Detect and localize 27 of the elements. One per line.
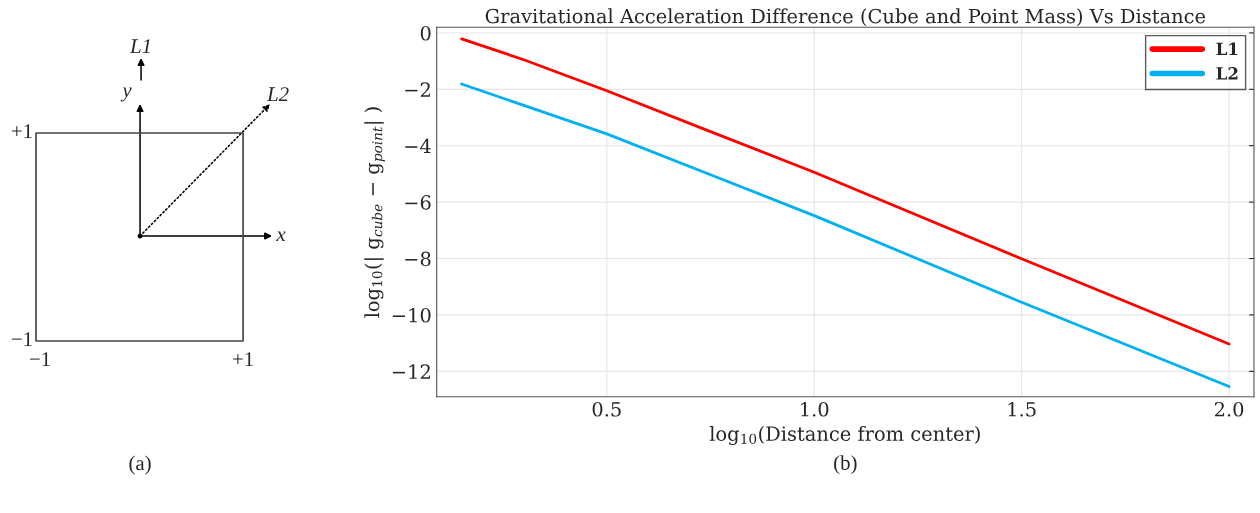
y-tick-label: −8 xyxy=(405,251,431,267)
x-tick-label: 1.5 xyxy=(1008,401,1036,417)
chart-title: Gravitational Acceleration Difference (Cube and Point Mass) Vs Distance xyxy=(485,8,1206,27)
x-tick-label: 0.5 xyxy=(592,401,621,417)
y-tick-label: −2 xyxy=(405,82,430,97)
text: L2 xyxy=(266,87,289,102)
legend-label: L2 xyxy=(1216,67,1238,80)
text: L1 xyxy=(129,39,150,54)
text: −1 xyxy=(11,332,32,347)
x-axis-title: log$_{10}$(Distance from center) xyxy=(709,425,980,446)
y-tick-label: −4 xyxy=(405,138,431,154)
y-axis-title: log$_{10}$(| g$_{cube}$ − g$_{point}$| ) xyxy=(364,107,385,318)
text: x xyxy=(276,231,286,242)
line-series xyxy=(460,82,1231,388)
text: (a) xyxy=(129,455,151,475)
text: +1 xyxy=(11,124,32,139)
y-tick-label: −6 xyxy=(405,195,431,210)
x-tick-label: 2.0 xyxy=(1214,401,1244,417)
text: (b) xyxy=(834,455,857,475)
y-tick-label: −10 xyxy=(392,307,431,323)
y-tick-label: 0 xyxy=(420,25,431,41)
text: y xyxy=(120,87,132,102)
x-tick-label: 1.0 xyxy=(801,401,829,417)
text: −1 xyxy=(29,352,50,367)
y-tick-label: −12 xyxy=(392,364,430,379)
text: +1 xyxy=(233,352,253,367)
legend-label: L1 xyxy=(1216,42,1238,55)
